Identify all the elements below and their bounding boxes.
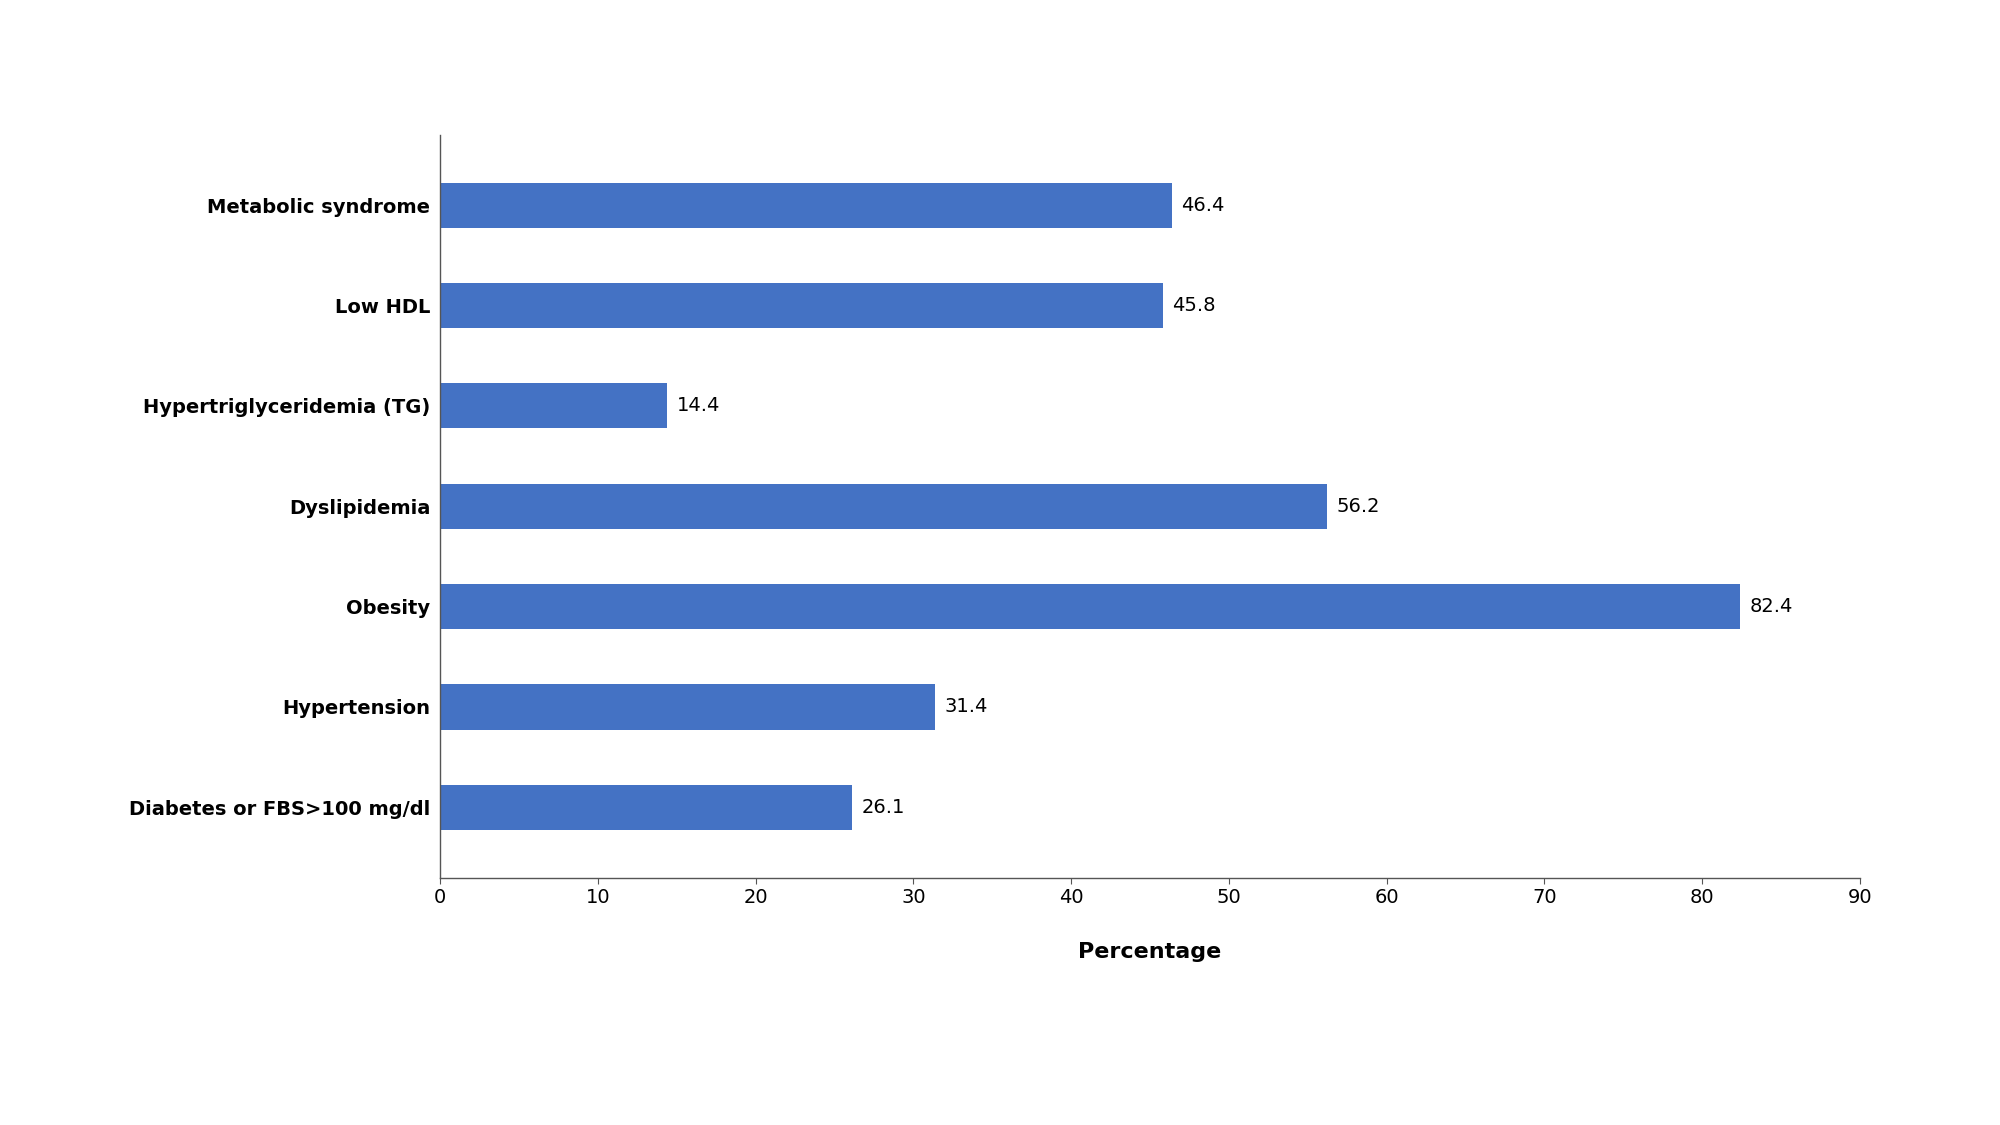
Text: 14.4: 14.4 [676,396,720,415]
Text: 56.2: 56.2 [1336,497,1380,515]
Text: 26.1: 26.1 [862,798,904,817]
Bar [440,484,1326,529]
Text: 31.4: 31.4 [944,698,988,717]
Bar [440,384,668,429]
Bar [440,785,852,830]
Text: 45.8: 45.8 [1172,296,1216,315]
Bar [440,284,1162,328]
Text: 82.4: 82.4 [1750,597,1792,616]
Bar [440,684,936,729]
Bar [440,182,1172,227]
Text: 46.4: 46.4 [1182,196,1224,215]
Bar [440,584,1740,629]
X-axis label: Percentage: Percentage [1078,942,1222,962]
